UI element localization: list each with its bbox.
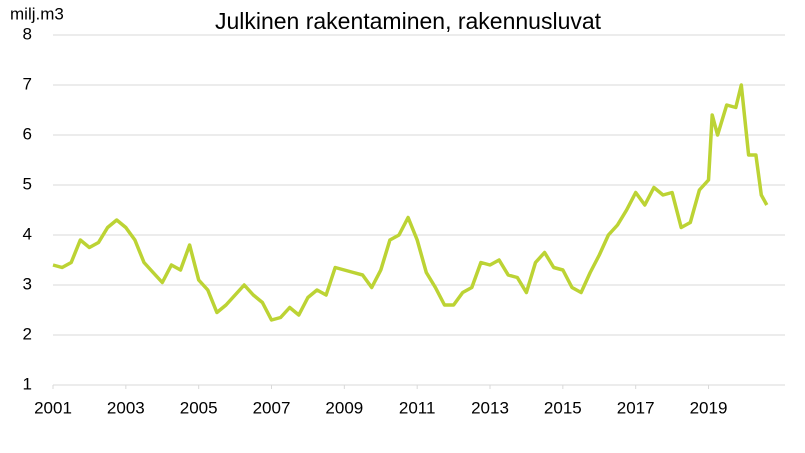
line-series [52,83,769,322]
y-axis-label: milj.m3 [10,4,64,23]
x-tick-label: 2013 [471,398,509,417]
x-tick-label: 2001 [34,398,72,417]
x-tick-label: 2003 [107,398,145,417]
x-tick-label: 2017 [617,398,655,417]
y-tick-label: 1 [23,374,32,393]
y-tick-label: 4 [23,224,32,243]
y-tick-label: 5 [23,174,32,193]
y-tick-label: 7 [23,74,32,93]
y-tick-label: 2 [23,324,32,343]
y-tick-label: 3 [23,274,32,293]
x-tick-label: 2009 [325,398,363,417]
x-tick-label: 2015 [544,398,582,417]
x-tick-label: 2007 [253,398,291,417]
y-tick-label: 6 [23,124,32,143]
x-tick-label: 2005 [180,398,218,417]
x-tick-label: 2011 [399,398,436,417]
y-tick-label: 8 [23,24,32,43]
chart-title: Julkinen rakentaminen, rakennusluvat [215,8,602,34]
x-tick-label: 2019 [690,398,728,417]
